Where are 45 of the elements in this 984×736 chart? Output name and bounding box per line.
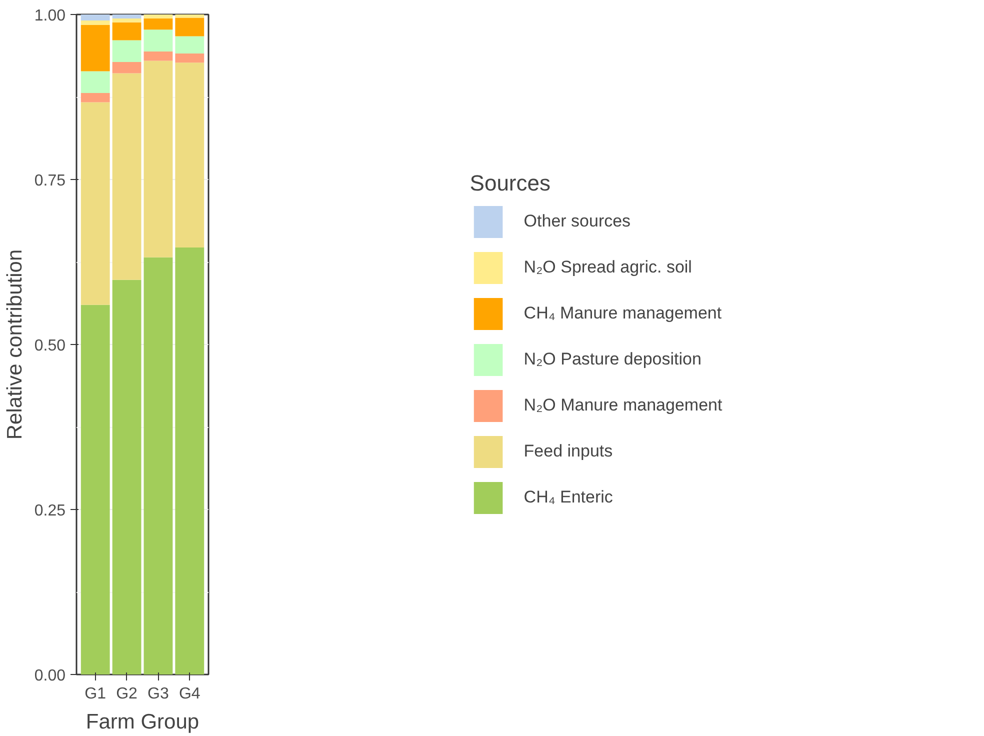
y-tick-label: 0.75 xyxy=(34,172,66,190)
bar xyxy=(144,14,173,18)
y-tick-label: 0.50 xyxy=(34,338,66,354)
bar xyxy=(175,18,204,36)
bar xyxy=(144,18,173,30)
x-tick-label: G4 xyxy=(178,686,200,702)
bar xyxy=(175,247,204,674)
x-tick-label: G2 xyxy=(116,686,138,702)
legend-label: CH₄ Manure management xyxy=(524,302,722,324)
bar xyxy=(80,71,110,94)
legend-label: N₂O Spread agric. soil xyxy=(524,256,692,278)
bar xyxy=(175,53,204,63)
legend-label: N₂O Pasture deposition xyxy=(524,348,702,370)
bar xyxy=(112,62,142,74)
x-tick-label: G1 xyxy=(84,686,106,702)
bar xyxy=(144,257,173,674)
bar xyxy=(80,102,110,305)
bar xyxy=(112,18,142,22)
bar xyxy=(80,25,110,72)
x-tick-label: G3 xyxy=(148,686,169,702)
bar xyxy=(175,62,204,248)
legend-label: Feed inputs xyxy=(524,440,613,462)
bar xyxy=(144,30,173,52)
bar xyxy=(112,280,142,674)
bar xyxy=(80,14,110,20)
bar xyxy=(80,304,110,674)
bar xyxy=(112,14,142,18)
bar xyxy=(175,36,204,54)
bar xyxy=(112,40,142,62)
bar xyxy=(80,20,110,26)
bar xyxy=(80,93,110,102)
y-tick-label: 0.00 xyxy=(34,668,66,684)
legend-label: CH₄ Enteric xyxy=(524,486,613,508)
bar xyxy=(175,14,204,18)
bar xyxy=(112,73,142,280)
bar xyxy=(112,22,142,40)
bar xyxy=(144,60,173,258)
legend-label: Other sources xyxy=(524,210,631,232)
legend-title: Sources xyxy=(470,170,552,196)
bar xyxy=(144,51,173,61)
y-tick-label: 1.00 xyxy=(34,8,66,24)
y-tick-label: 0.25 xyxy=(34,502,66,520)
y-axis-title: Relative contribution xyxy=(3,249,26,440)
x-axis-title: Farm Group xyxy=(86,710,200,734)
legend-label: N₂O Manure management xyxy=(524,394,722,416)
